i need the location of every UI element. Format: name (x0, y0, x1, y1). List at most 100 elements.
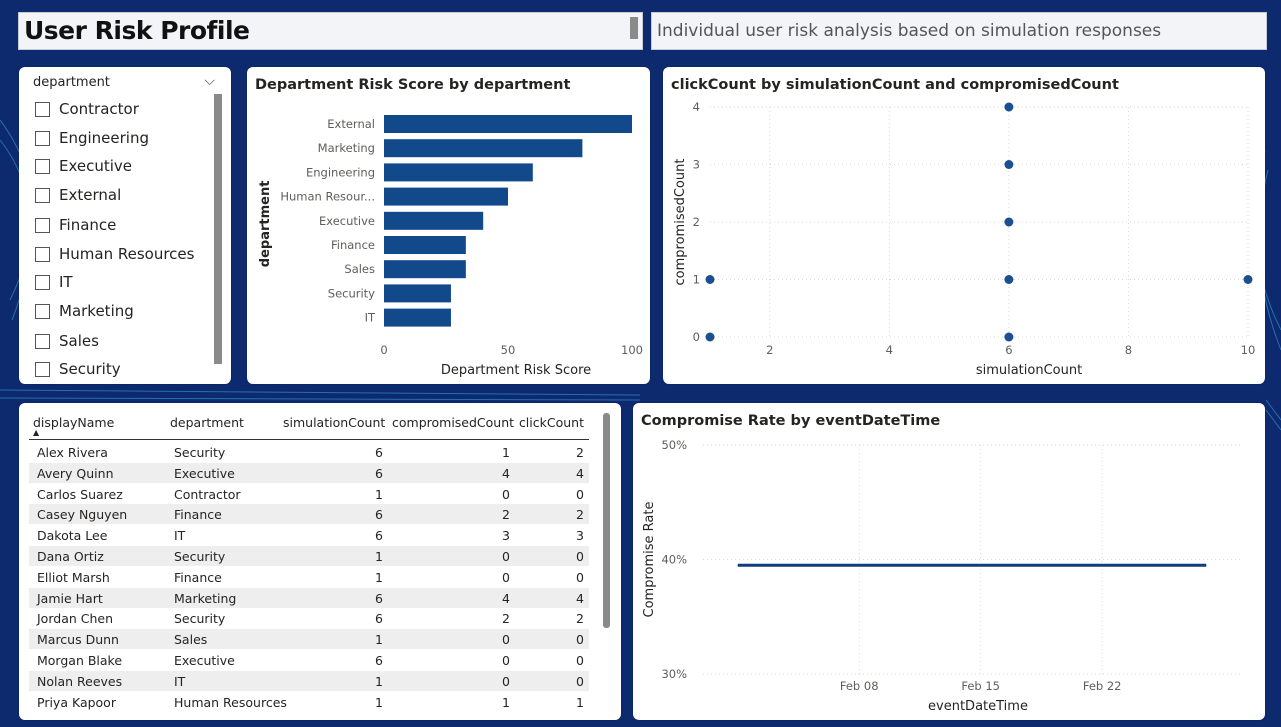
table-cell-department: Finance (174, 569, 222, 585)
checkbox-icon[interactable] (35, 187, 50, 203)
table-cell-simulationCount: 1 (375, 694, 383, 710)
x-tick-label: Feb 22 (1083, 679, 1122, 693)
checkbox-icon[interactable] (35, 333, 50, 349)
column-header[interactable]: simulationCount (283, 415, 386, 430)
bar-category-label: Executive (319, 214, 375, 228)
slicer-item-label: Contractor (59, 100, 139, 118)
table-cell-department: Finance (174, 507, 222, 523)
table-row[interactable]: Alex Rivera Security 6 1 2 (29, 442, 589, 462)
table-row[interactable]: Avery Quinn Executive 6 4 4 (29, 462, 589, 483)
bar (384, 139, 583, 158)
table-row[interactable]: Elliot Marsh Finance 1 0 0 (29, 567, 589, 587)
x-tick-label: 2 (766, 343, 773, 357)
table-cell-compromisedCount: 0 (502, 549, 510, 564)
line-chart-panel: Compromise Rate by eventDateTime 30% 40% 5… (633, 403, 1265, 720)
slicer-item[interactable]: IT (35, 271, 73, 293)
checkbox-icon[interactable] (35, 217, 50, 233)
slicer-item[interactable]: Finance (35, 214, 116, 236)
slicer-scrollbar[interactable] (214, 94, 222, 364)
x-axis-label: eventDateTime (928, 699, 1028, 714)
checkbox-icon[interactable] (35, 130, 50, 146)
chevron-down-icon[interactable]: ⌵ (204, 73, 215, 89)
slicer-item-label: IT (59, 273, 73, 291)
title-scrollbar[interactable] (630, 17, 638, 39)
checkbox-icon[interactable] (35, 101, 50, 117)
page-subtitle: Individual user risk analysis based on s… (657, 21, 1162, 41)
bar-category-label: External (327, 117, 375, 131)
column-header[interactable]: clickCount (518, 415, 584, 430)
scatter-chart-title: clickCount by simulationCount and compro… (671, 77, 1119, 93)
checkbox-icon[interactable] (35, 303, 50, 319)
y-tick-label: 30% (661, 667, 687, 681)
table-cell-department: Human Resources (174, 694, 287, 710)
table-row[interactable]: Morgan Blake Executive 6 0 0 (29, 650, 589, 670)
bar (384, 308, 451, 327)
slicer-item[interactable]: Executive (35, 155, 132, 177)
user-table-panel: displayName department simulationCount comp… (19, 403, 621, 720)
slicer-item-label: Executive (59, 157, 133, 175)
table-row[interactable]: Jordan Chen Security 6 2 2 (29, 608, 589, 628)
slicer-header[interactable]: department (33, 75, 110, 90)
table-row[interactable]: Carlos Suarez Contractor 1 0 0 (29, 484, 589, 504)
slicer-item[interactable]: External (35, 184, 121, 206)
slicer-item[interactable]: Contractor (35, 98, 139, 120)
x-tick-label: 4 (886, 343, 893, 357)
table-row[interactable]: Nolan Reeves IT 1 0 0 (29, 670, 589, 691)
bar-chart-panel: Department Risk Score by department Exte… (247, 67, 650, 384)
slicer-item[interactable]: Human Resources (35, 243, 194, 265)
x-tick-label: Feb 08 (840, 679, 879, 693)
column-header[interactable]: compromisedCount (392, 415, 515, 430)
table-cell-displayName: Dana Ortiz (37, 549, 104, 564)
x-tick-label: Feb 15 (961, 679, 1000, 693)
table-cell-displayName: Dakota Lee (37, 528, 108, 544)
slicer-item-label: Engineering (59, 129, 149, 147)
y-axis-label: compromisedCount (673, 159, 688, 286)
scatter-point (1004, 332, 1014, 342)
table-cell-displayName: Carlos Suarez (37, 486, 123, 502)
table-cell-clickCount: 1 (576, 694, 584, 710)
y-tick-label: 50% (661, 438, 687, 452)
bar-chart: External Marketing Engineering Human Resour… (258, 115, 643, 378)
scatter-point (1004, 160, 1014, 169)
table-cell-simulationCount: 6 (375, 590, 383, 606)
bar (384, 211, 484, 230)
slicer-item[interactable]: Sales (35, 330, 99, 352)
slicer-item[interactable]: Security (35, 358, 121, 380)
checkbox-icon[interactable] (35, 361, 50, 377)
table-row[interactable]: Dana Ortiz Security 1 0 0 (29, 546, 589, 566)
table-cell-department: IT (174, 528, 186, 544)
y-tick-label: 4 (693, 100, 700, 114)
table-cell-clickCount: 4 (576, 465, 584, 481)
table-cell-compromisedCount: 0 (502, 569, 510, 585)
x-axis-label: simulationCount (976, 363, 1082, 378)
x-tick-label: 0 (380, 343, 387, 357)
slicer-item[interactable]: Marketing (35, 300, 134, 322)
slicer-item[interactable]: Engineering (35, 127, 149, 149)
table-row[interactable]: Casey Nguyen Finance 6 2 2 (29, 504, 589, 525)
scatter-point (1243, 275, 1253, 284)
slicer-item-label: Sales (59, 332, 99, 350)
table-row[interactable]: Dakota Lee IT 6 3 3 (29, 525, 589, 545)
table-cell-clickCount: 0 (576, 632, 584, 648)
column-header[interactable]: displayName (33, 415, 115, 430)
x-axis-label: Department Risk Score (441, 363, 591, 378)
column-header[interactable]: department (170, 415, 244, 430)
checkbox-icon[interactable] (35, 158, 50, 174)
table-row[interactable]: Priya Kapoor Human Resources 1 1 1 (29, 692, 589, 712)
table-cell-department: Contractor (174, 486, 241, 502)
table-cell-clickCount: 0 (576, 673, 584, 689)
table-row[interactable]: Marcus Dunn Sales 1 0 0 (29, 629, 589, 650)
bar (384, 260, 466, 279)
table-cell-clickCount: 2 (576, 507, 584, 523)
checkbox-icon[interactable] (35, 274, 50, 290)
table-row[interactable]: Jamie Hart Marketing 6 4 4 (29, 587, 589, 608)
sort-ascending-icon[interactable]: ▲ (33, 428, 40, 437)
y-tick-label: 3 (693, 158, 700, 172)
bar (384, 163, 533, 182)
table-cell-clickCount: 0 (576, 549, 584, 564)
table-cell-compromisedCount: 4 (502, 465, 510, 481)
table-scrollbar[interactable] (603, 413, 610, 628)
table-cell-clickCount: 3 (576, 528, 584, 544)
table-cell-displayName: Casey Nguyen (37, 507, 128, 523)
checkbox-icon[interactable] (35, 246, 50, 262)
